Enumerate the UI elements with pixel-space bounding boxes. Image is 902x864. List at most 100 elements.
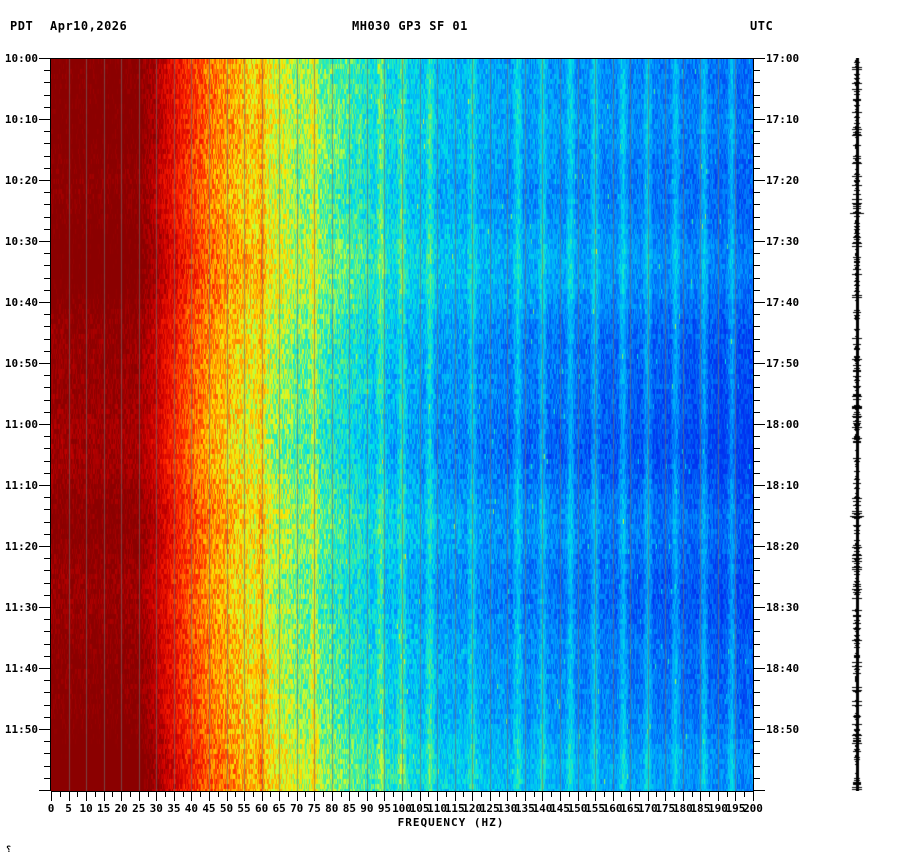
left-axis-minor-tick bbox=[44, 412, 50, 413]
left-axis-time-label: 10:50 bbox=[4, 357, 38, 370]
left-axis-minor-tick bbox=[44, 339, 50, 340]
right-axis-time-label: 17:40 bbox=[766, 296, 800, 309]
left-axis-minor-tick bbox=[44, 351, 50, 352]
left-axis-major-tick bbox=[39, 363, 50, 364]
frequency-major-tick bbox=[542, 791, 543, 801]
left-axis-minor-tick bbox=[44, 192, 50, 193]
frequency-minor-tick bbox=[130, 791, 131, 797]
left-axis-minor-tick bbox=[44, 131, 50, 132]
frequency-minor-tick bbox=[323, 791, 324, 797]
frequency-tick-label: 110 bbox=[427, 802, 448, 815]
frequency-minor-tick bbox=[481, 791, 482, 797]
frequency-major-tick bbox=[718, 791, 719, 801]
left-axis-time-label: 10:20 bbox=[4, 174, 38, 187]
frequency-minor-tick bbox=[183, 791, 184, 797]
frequency-minor-tick bbox=[551, 791, 552, 797]
frequency-tick-label: 160 bbox=[602, 802, 623, 815]
right-axis-minor-tick bbox=[754, 570, 760, 571]
frequency-tick-label: 30 bbox=[149, 802, 163, 815]
frequency-minor-tick bbox=[393, 791, 394, 797]
left-axis-time-label: 11:10 bbox=[4, 479, 38, 492]
right-axis-major-tick bbox=[754, 363, 765, 364]
right-axis-minor-tick bbox=[754, 204, 760, 205]
frequency-major-tick bbox=[507, 791, 508, 801]
frequency-minor-tick bbox=[674, 791, 675, 797]
frequency-major-tick bbox=[384, 791, 385, 801]
frequency-tick-label: 60 bbox=[254, 802, 269, 815]
frequency-major-tick bbox=[174, 791, 175, 801]
right-axis-minor-tick bbox=[754, 168, 760, 169]
frequency-major-tick bbox=[139, 791, 140, 801]
left-axis-minor-tick bbox=[44, 631, 50, 632]
frequency-major-tick bbox=[595, 791, 596, 801]
right-axis-minor-tick bbox=[754, 534, 760, 535]
right-axis-major-tick bbox=[754, 302, 765, 303]
frequency-minor-tick bbox=[604, 791, 605, 797]
right-axis-minor-tick bbox=[754, 387, 760, 388]
left-axis-minor-tick bbox=[44, 156, 50, 157]
left-axis-minor-tick bbox=[44, 461, 50, 462]
left-axis-time-label: 11:40 bbox=[4, 662, 38, 675]
header-date: Apr10,2026 bbox=[50, 19, 128, 33]
frequency-major-tick bbox=[753, 791, 754, 801]
frequency-tick-label: 190 bbox=[707, 802, 728, 815]
right-axis-minor-tick bbox=[754, 558, 760, 559]
frequency-major-tick bbox=[683, 791, 684, 801]
frequency-tick-label: 200 bbox=[743, 802, 763, 815]
right-axis-minor-tick bbox=[754, 278, 760, 279]
right-axis-minor-tick bbox=[754, 70, 760, 71]
left-axis-minor-tick bbox=[44, 644, 50, 645]
frequency-major-tick bbox=[420, 791, 421, 801]
frequency-major-tick bbox=[297, 791, 298, 801]
amplitude-trace bbox=[846, 58, 868, 791]
frequency-major-tick bbox=[156, 791, 157, 801]
spectrogram-canvas bbox=[51, 59, 753, 791]
frequency-minor-tick bbox=[499, 791, 500, 797]
frequency-major-tick bbox=[121, 791, 122, 801]
frequency-major-tick bbox=[227, 791, 228, 801]
frequency-tick-label: 45 bbox=[202, 802, 216, 815]
left-axis-time-label: 10:40 bbox=[4, 296, 38, 309]
right-axis-minor-tick bbox=[754, 95, 760, 96]
left-axis-minor-tick bbox=[44, 583, 50, 584]
left-axis-minor-tick bbox=[44, 143, 50, 144]
left-axis-minor-tick bbox=[44, 375, 50, 376]
left-axis-major-tick bbox=[39, 424, 50, 425]
right-axis-minor-tick bbox=[754, 290, 760, 291]
frequency-tick-label: 130 bbox=[497, 802, 518, 815]
right-axis-minor-tick bbox=[754, 229, 760, 230]
spectrogram-plot[interactable] bbox=[51, 58, 753, 792]
frequency-minor-tick bbox=[376, 791, 377, 797]
frequency-minor-tick bbox=[165, 791, 166, 797]
frequency-minor-tick bbox=[534, 791, 535, 797]
frequency-major-tick bbox=[244, 791, 245, 801]
left-axis-minor-tick bbox=[44, 387, 50, 388]
right-axis-time-label: 17:50 bbox=[766, 357, 800, 370]
frequency-major-tick bbox=[700, 791, 701, 801]
right-axis-minor-tick bbox=[754, 375, 760, 376]
frequency-tick-label: 95 bbox=[377, 802, 392, 815]
left-axis-major-tick bbox=[39, 668, 50, 669]
frequency-major-tick bbox=[472, 791, 473, 801]
left-axis-minor-tick bbox=[44, 570, 50, 571]
corner-mark: ⸮ bbox=[6, 845, 12, 855]
frequency-major-tick bbox=[279, 791, 280, 801]
left-time-axis bbox=[50, 58, 51, 791]
frequency-minor-tick bbox=[112, 791, 113, 797]
right-axis-minor-tick bbox=[754, 192, 760, 193]
left-axis-minor-tick bbox=[44, 448, 50, 449]
header-timezone-right: UTC bbox=[750, 19, 774, 33]
frequency-minor-tick bbox=[709, 791, 710, 797]
frequency-major-tick bbox=[455, 791, 456, 801]
right-axis-minor-tick bbox=[754, 705, 760, 706]
page-title: MH030 GP3 SF 01 bbox=[352, 19, 468, 33]
left-axis-minor-tick bbox=[44, 326, 50, 327]
frequency-tick-label: 80 bbox=[325, 802, 339, 815]
left-axis-major-tick bbox=[39, 119, 50, 120]
frequency-major-tick bbox=[613, 791, 614, 801]
right-axis-minor-tick bbox=[754, 753, 760, 754]
right-axis-time-label: 18:20 bbox=[766, 540, 800, 553]
right-axis-time-label: 17:10 bbox=[766, 113, 800, 126]
frequency-minor-tick bbox=[656, 791, 657, 797]
frequency-tick-label: 50 bbox=[219, 802, 234, 815]
